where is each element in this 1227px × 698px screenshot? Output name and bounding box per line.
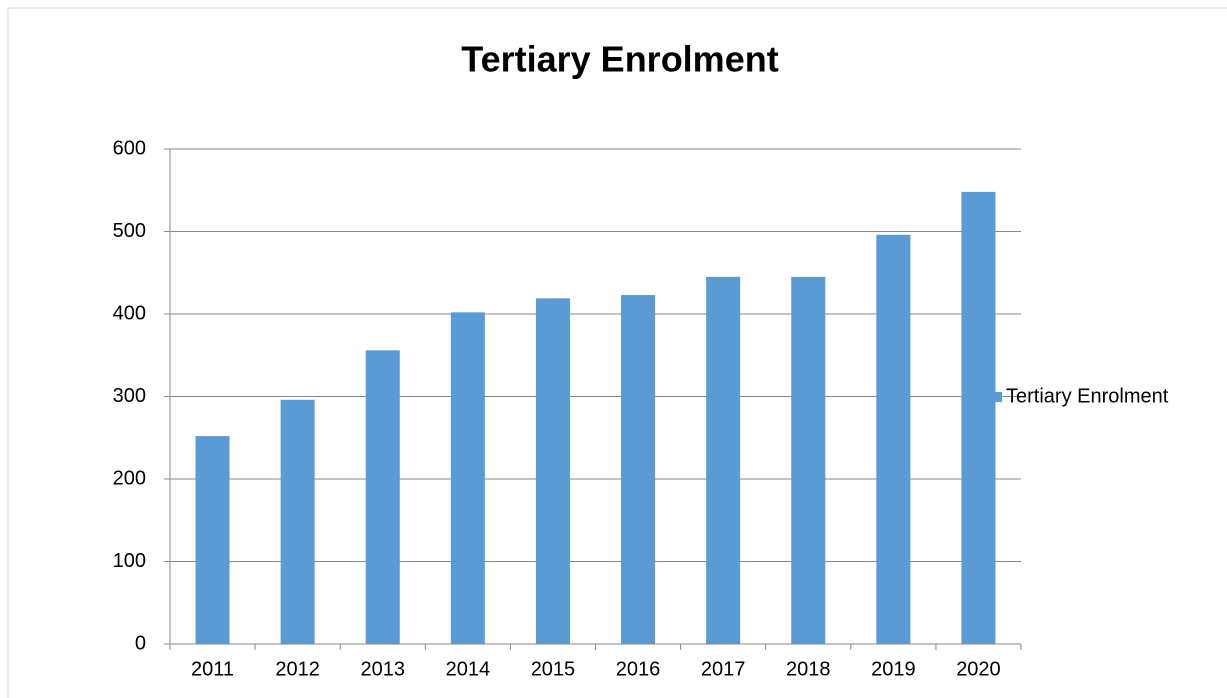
chart-title: Tertiary Enrolment — [461, 39, 778, 80]
x-tick-label: 2020 — [956, 658, 1001, 680]
x-tick-label: 2014 — [446, 658, 491, 680]
legend-label: Tertiary Enrolment — [1006, 385, 1169, 407]
bar — [535, 298, 570, 644]
legend-swatch — [992, 392, 1002, 402]
x-tick-label: 2016 — [616, 658, 661, 680]
y-tick-label: 100 — [113, 550, 146, 572]
y-tick-label: 400 — [113, 302, 146, 324]
x-tick-label: 2013 — [361, 658, 406, 680]
bar — [876, 234, 911, 645]
x-tick-label: 2012 — [275, 658, 320, 680]
y-tick-label: 600 — [113, 137, 146, 159]
x-tick-label: 2019 — [871, 658, 916, 680]
y-tick-label: 500 — [113, 220, 146, 242]
y-tick-label: 200 — [113, 467, 146, 489]
bar — [621, 295, 656, 644]
x-tick-label: 2018 — [786, 658, 831, 680]
bar — [280, 399, 315, 644]
y-tick-label: 300 — [113, 385, 146, 407]
bar — [450, 312, 485, 644]
y-tick-label: 0 — [135, 632, 146, 654]
x-tick-label: 2015 — [531, 658, 576, 680]
bar — [791, 276, 826, 644]
bar — [706, 276, 741, 644]
x-tick-label: 2017 — [701, 658, 746, 680]
bar — [365, 350, 400, 644]
chart-frame — [7, 7, 1227, 698]
x-tick-label: 2011 — [191, 658, 234, 680]
bar — [961, 191, 996, 644]
bar — [195, 436, 230, 644]
